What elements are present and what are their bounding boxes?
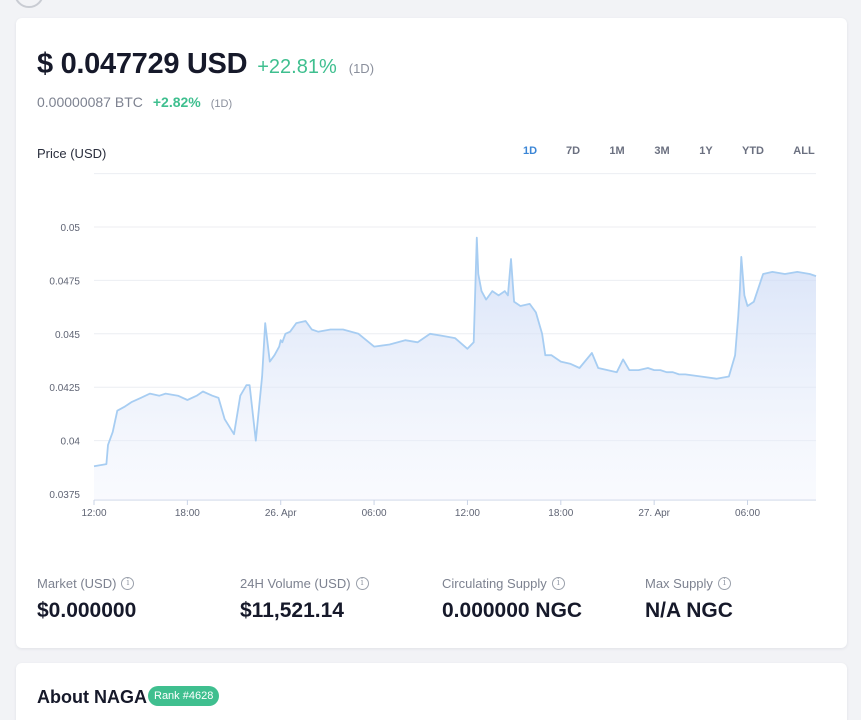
x-tick-label: 26. Apr: [265, 508, 297, 519]
y-tick-label: 0.05: [61, 223, 81, 234]
stat-value: 0.000000 NGC: [442, 599, 583, 622]
about-card: About NAGA Rank #4628: [16, 663, 847, 720]
price-change: +22.81%: [257, 56, 337, 78]
stat-circulating-supply: Circulating Supply i 0.000000 NGC: [442, 576, 582, 623]
x-tick-label: 18:00: [175, 508, 200, 519]
about-title: About NAGA: [37, 687, 147, 707]
stat-volume: 24H Volume (USD) i $11,521.14: [240, 576, 369, 623]
x-tick-label: 27. Apr: [638, 508, 670, 519]
range-tabs: 1D 7D 1M 3M 1Y YTD ALL: [16, 145, 847, 161]
x-tick-label: 18:00: [548, 508, 573, 519]
tab-1m[interactable]: 1M: [609, 145, 625, 157]
x-tick-label: 06:00: [362, 508, 387, 519]
y-tick-label: 0.045: [55, 330, 80, 341]
price-area: [94, 237, 816, 500]
stat-market: Market (USD) i $0.000000: [37, 576, 136, 623]
btc-change: +2.82%: [152, 94, 201, 110]
y-tick-label: 0.0375: [49, 490, 80, 501]
y-tick-label: 0.04: [61, 437, 81, 448]
price-header: $ 0.047729 USD +22.81% (1D): [37, 48, 374, 81]
x-tick-label: 12:00: [81, 508, 106, 519]
x-tick-label: 06:00: [735, 508, 760, 519]
y-tick-label: 0.0425: [49, 383, 80, 394]
stat-label: Max Supply: [645, 576, 713, 591]
tab-3m[interactable]: 3M: [654, 145, 670, 157]
stat-max-supply: Max Supply i N/A NGC: [645, 576, 733, 623]
stat-value: $0.000000: [37, 599, 137, 622]
tab-7d[interactable]: 7D: [565, 145, 581, 157]
stat-value: N/A NGC: [645, 599, 733, 622]
stat-label: Circulating Supply: [442, 576, 547, 591]
price-chart[interactable]: 0.0375 0.04 0.0425 0.045 0.0475 0.05 12:00 18:0…: [16, 18, 847, 558]
stat-value: $11,521.14: [240, 599, 344, 622]
price-usd: $ 0.047729 USD: [37, 48, 248, 80]
tab-ytd[interactable]: YTD: [742, 145, 764, 157]
btc-period: (1D): [210, 98, 233, 110]
chart-title: Price (USD): [37, 146, 107, 161]
stat-label: 24H Volume (USD): [240, 576, 351, 591]
y-tick-label: 0.0475: [49, 276, 80, 287]
avatar: [14, 0, 44, 8]
tab-all[interactable]: ALL: [793, 145, 815, 157]
price-period: (1D): [348, 61, 375, 76]
info-icon[interactable]: i: [121, 577, 135, 590]
tab-1y[interactable]: 1Y: [699, 145, 713, 157]
info-icon[interactable]: i: [355, 577, 369, 590]
price-btc: 0.00000087 BTC: [37, 94, 143, 110]
info-icon[interactable]: i: [717, 577, 731, 590]
x-tick-label: 12:00: [455, 508, 480, 519]
stat-label: Market (USD): [37, 576, 117, 591]
price-card: $ 0.047729 USD +22.81% (1D) 0.00000087 B…: [16, 18, 847, 648]
tab-1d[interactable]: 1D: [522, 145, 538, 157]
price-line: [93, 236, 817, 468]
btc-header: 0.00000087 BTC +2.82% (1D): [37, 94, 232, 110]
info-icon[interactable]: i: [551, 577, 565, 590]
rank-badge: Rank #4628: [148, 686, 220, 706]
